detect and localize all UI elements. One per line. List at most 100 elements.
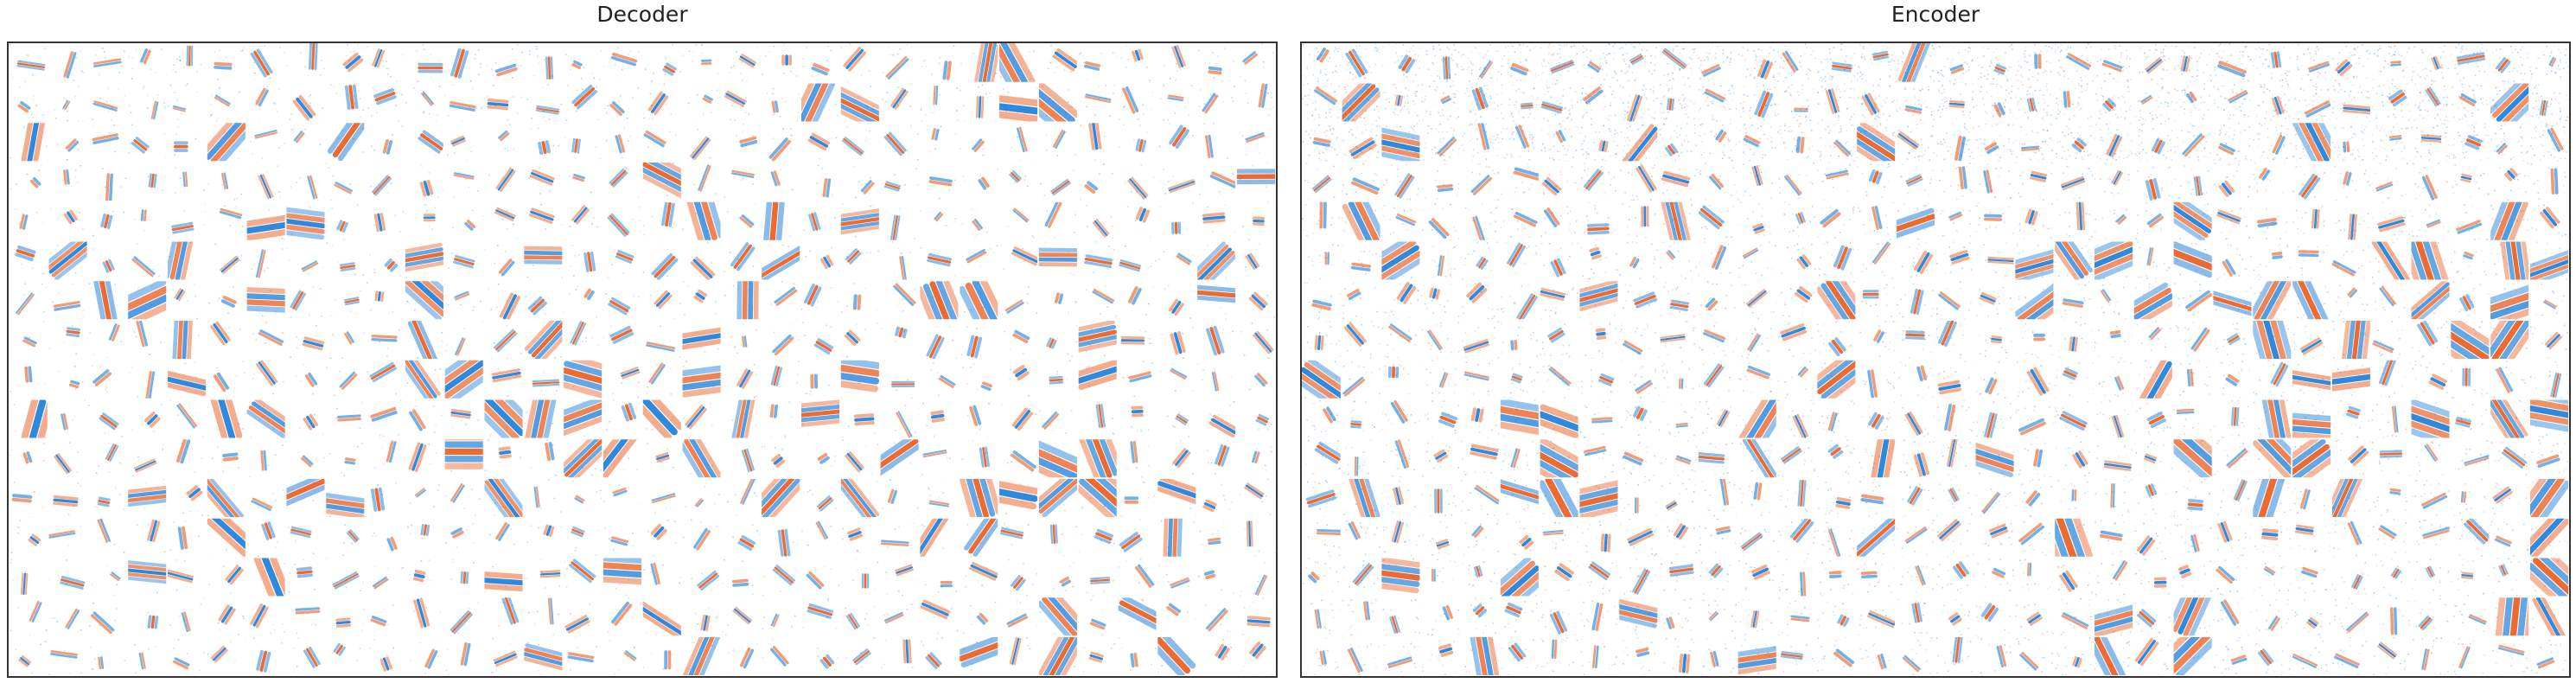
- filter-tile: [483, 478, 523, 517]
- filter-tile: [1977, 558, 2014, 591]
- filter-tile: [62, 164, 82, 185]
- filter-tile: [1119, 124, 1148, 153]
- filter-tile: [1579, 399, 1618, 438]
- filter-tile: [2292, 43, 2331, 81]
- filter-tile: [2412, 479, 2450, 516]
- filter-tile: [1856, 518, 1896, 557]
- filter-tile: [2255, 83, 2292, 122]
- filter-tile: [729, 46, 758, 82]
- filter-tile: [603, 87, 640, 119]
- filter-tile: [1038, 82, 1077, 122]
- filter-tile: [2458, 440, 2490, 470]
- filter-tile: [961, 326, 983, 359]
- filter-tile: [805, 246, 840, 271]
- filter-tile: [1047, 45, 1077, 73]
- filter-tile: [1698, 43, 1736, 82]
- filter-tile: [1053, 561, 1075, 592]
- filter-tile: [1126, 440, 1151, 478]
- filter-tile: [1119, 245, 1157, 280]
- filter-tile: [1540, 321, 1578, 359]
- filter-tile: [1660, 281, 1695, 318]
- filter-tile: [1239, 131, 1268, 156]
- filter-tile: [816, 164, 834, 198]
- filter-tile: [1976, 43, 2013, 82]
- filter-tile: [2136, 321, 2172, 351]
- filter-tile: [1236, 163, 1275, 188]
- filter-tile: [252, 360, 284, 395]
- filter-tile: [2054, 518, 2094, 557]
- filter-tile: [10, 601, 48, 636]
- filter-tile: [2217, 520, 2252, 557]
- filter-tile: [2060, 597, 2092, 635]
- filter-tile: [1038, 636, 1077, 675]
- filter-tile: [728, 643, 758, 669]
- filter-tile: [608, 246, 634, 279]
- filter-tile: [484, 439, 521, 472]
- filter-tile: [1856, 241, 1896, 279]
- filter-tile: [10, 122, 48, 162]
- filter-tile: [736, 363, 759, 399]
- filter-tile: [1045, 129, 1077, 157]
- filter-tile: [1082, 642, 1116, 673]
- filter-tile: [959, 83, 997, 122]
- filter-tile: [1004, 329, 1030, 354]
- filter-tile: [1084, 84, 1115, 118]
- filter-tile: [498, 597, 522, 627]
- filter-tile: [1859, 320, 1896, 357]
- filter-tile: [1737, 639, 1776, 675]
- filter-tile: [134, 644, 156, 674]
- filter-tile: [173, 126, 197, 156]
- filter-tile: [965, 561, 998, 588]
- filter-tile: [327, 122, 365, 162]
- filter-tile: [2173, 400, 2212, 438]
- filter-tile: [693, 164, 717, 195]
- filter-tile: [1302, 360, 1341, 399]
- filter-tile: [683, 280, 717, 316]
- filter-tile: [1857, 201, 1896, 240]
- filter-tile: [2019, 559, 2053, 590]
- filter-tile: [2493, 361, 2526, 399]
- filter-tile: [1818, 241, 1854, 277]
- filter-tile: [920, 246, 956, 277]
- filter-tile: [1160, 362, 1195, 392]
- filter-tile: [1171, 440, 1194, 478]
- filter-tile: [2451, 204, 2490, 240]
- filter-tile: [1622, 442, 1656, 478]
- filter-tile: [405, 242, 443, 279]
- filter-tile: [895, 405, 919, 438]
- filter-tile: [845, 248, 879, 265]
- filter-tile: [250, 603, 285, 635]
- filter-tile: [2252, 320, 2292, 359]
- filter-tile: [1817, 82, 1856, 122]
- filter-tile: [1302, 124, 1339, 162]
- filter-tile: [1342, 361, 1380, 397]
- filter-tile: [1342, 282, 1378, 319]
- filter-tile: [52, 283, 84, 318]
- filter-tile: [1422, 438, 1460, 477]
- filter-tile: [1422, 163, 1460, 200]
- filter-tile: [2292, 83, 2331, 121]
- filter-tile: [523, 246, 563, 278]
- filter-tile: [2253, 123, 2292, 162]
- filter-tile: [127, 478, 167, 509]
- filter-tile: [1202, 203, 1236, 233]
- filter-tile: [2412, 361, 2448, 399]
- filter-tile: [1242, 201, 1269, 240]
- filter-tile: [94, 487, 125, 510]
- filter-tile: [488, 283, 520, 320]
- filter-tile: [2292, 399, 2331, 438]
- filter-tile: [1621, 405, 1652, 437]
- filter-tile: [2373, 482, 2410, 517]
- filter-tile: [1974, 440, 2014, 478]
- filter-tile: [9, 443, 45, 464]
- filter-tile: [1208, 401, 1236, 438]
- filter-tile: [960, 138, 985, 156]
- filter-tile: [2490, 520, 2529, 557]
- filter-tile: [491, 637, 518, 673]
- filter-tile: [487, 85, 522, 121]
- filter-tile: [1578, 638, 1618, 675]
- filter-tile: [721, 559, 754, 595]
- filter-tile: [1463, 519, 1500, 556]
- filter-tile: [2014, 242, 2054, 280]
- filter-tile: [58, 366, 84, 391]
